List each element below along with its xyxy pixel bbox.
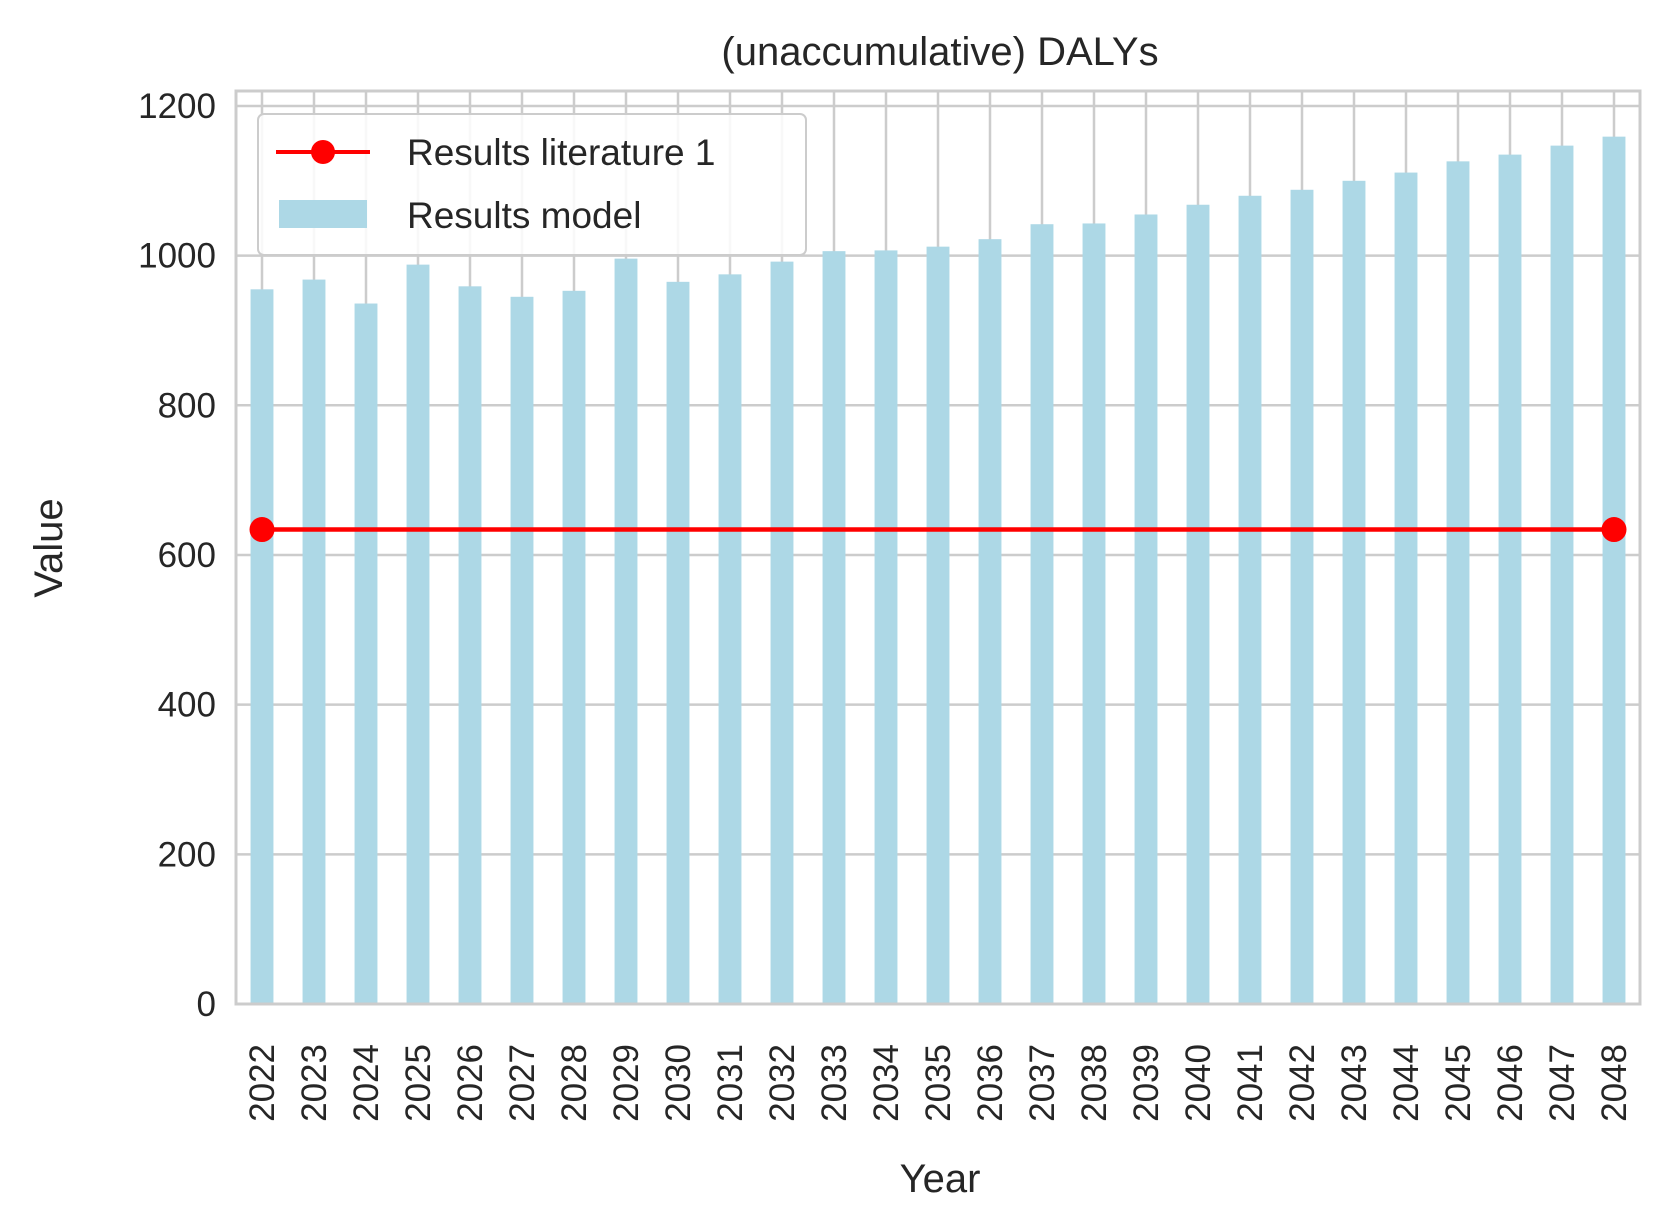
x-tick-label: 2041 [1231, 1044, 1270, 1122]
x-tick-label: 2043 [1335, 1044, 1374, 1122]
bar-2023 [302, 279, 326, 1004]
x-tick-label: 2025 [399, 1044, 438, 1122]
bar-2042 [1290, 189, 1314, 1005]
bar-2036 [978, 239, 1002, 1004]
x-tick-label: 2032 [763, 1044, 802, 1122]
bar-2022 [250, 289, 274, 1005]
bar-2035 [926, 246, 950, 1005]
x-tick-label: 2031 [711, 1044, 750, 1122]
line-layer [249, 517, 1627, 543]
legend-bar-swatch [279, 200, 367, 228]
bar-2025 [406, 264, 430, 1005]
bar-2045 [1446, 161, 1470, 1005]
y-tick-label: 1200 [138, 87, 216, 126]
bar-2043 [1342, 180, 1366, 1004]
x-tick-label: 2044 [1387, 1044, 1426, 1122]
legend-label-literature: Results literature 1 [407, 132, 715, 173]
literature-point-2048 [1601, 517, 1627, 543]
bar-2039 [1134, 214, 1158, 1005]
bar-2024 [354, 303, 378, 1004]
bar-2032 [770, 261, 794, 1004]
y-tick-label: 800 [158, 386, 216, 425]
x-tick-label: 2030 [659, 1044, 698, 1122]
y-tick-label: 400 [158, 686, 216, 725]
x-tick-label: 2022 [243, 1044, 282, 1122]
x-tick-label: 2038 [1075, 1044, 1114, 1122]
bar-2038 [1082, 223, 1106, 1004]
bar-2027 [510, 296, 534, 1004]
x-tick-label: 2027 [503, 1044, 542, 1122]
bar-2030 [666, 281, 690, 1004]
x-tick-label: 2042 [1283, 1044, 1322, 1122]
bar-2034 [874, 250, 898, 1004]
bar-2047 [1550, 145, 1574, 1005]
bars-layer [250, 136, 1626, 1005]
x-tick-label: 2035 [919, 1044, 958, 1122]
x-tick-label: 2046 [1491, 1044, 1530, 1122]
y-axis-label: Value [27, 498, 71, 597]
x-tick-label: 2026 [451, 1044, 490, 1122]
x-tick-label: 2047 [1543, 1044, 1582, 1122]
legend-marker-swatch [311, 140, 335, 164]
x-tick-label: 2039 [1127, 1044, 1166, 1122]
y-tick-label: 1000 [138, 237, 216, 276]
plot-frame [234, 89, 1642, 1006]
bar-2048 [1602, 136, 1626, 1004]
legend-label-model: Results model [407, 195, 641, 236]
x-tick-label: 2037 [1023, 1044, 1062, 1122]
x-tick-label: 2024 [347, 1044, 386, 1122]
legend: Results literature 1 Results model [257, 113, 807, 256]
x-tick-label: 2040 [1179, 1044, 1218, 1122]
bar-2033 [822, 251, 846, 1005]
bar-2037 [1030, 224, 1054, 1004]
bar-2028 [562, 290, 586, 1005]
x-tick-label: 2036 [971, 1044, 1010, 1122]
bar-2029 [614, 258, 638, 1004]
legend-box [257, 113, 807, 256]
bar-2040 [1186, 204, 1210, 1004]
x-tick-label: 2033 [815, 1044, 854, 1122]
x-tick-label: 2045 [1439, 1044, 1478, 1122]
y-tick-label: 0 [197, 985, 216, 1024]
x-tick-label: 2048 [1595, 1044, 1634, 1122]
x-tick-label: 2029 [607, 1044, 646, 1122]
bar-2031 [718, 274, 742, 1004]
bar-2046 [1498, 154, 1522, 1004]
chart-title: (unaccumulative) DALYs [721, 30, 1158, 74]
literature-point-2022 [249, 517, 275, 543]
y-tick-label: 600 [158, 536, 216, 575]
bar-2041 [1238, 195, 1262, 1004]
x-ticks: 2022 2023 2024 2025 2026 2027 2028 2029 2030 2031… [243, 1044, 1634, 1122]
bar-2026 [458, 286, 482, 1004]
y-tick-label: 200 [158, 835, 216, 874]
x-tick-label: 2023 [295, 1044, 334, 1122]
x-axis-label: Year [900, 1157, 981, 1201]
bar-2044 [1394, 172, 1418, 1005]
x-tick-label: 2034 [867, 1044, 906, 1122]
y-ticks: 0 200 400 600 800 1000 1200 [138, 87, 216, 1024]
x-tick-label: 2028 [555, 1044, 594, 1122]
